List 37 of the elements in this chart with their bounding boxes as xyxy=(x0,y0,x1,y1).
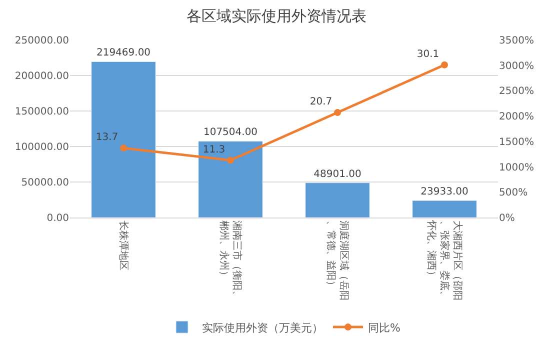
y2-tick-label: 0% xyxy=(499,213,515,224)
y2-tick-label: 2500% xyxy=(499,86,534,98)
y-tick-label: 100000.00 xyxy=(14,142,69,154)
data-label: 13.7 xyxy=(96,132,118,144)
point xyxy=(334,109,341,116)
point xyxy=(227,156,234,164)
x-tick-label: 洞庭湖区域（岳阳、常德、益阳） xyxy=(324,220,350,301)
y2-tick-label: 1500% xyxy=(499,136,534,148)
y-tick-label: 50000.00 xyxy=(21,178,69,189)
point xyxy=(441,61,448,68)
chart-title: 各区域实际使用外资情况表 xyxy=(186,6,366,25)
y2-tick-label: 3000% xyxy=(499,60,534,72)
data-label: 23933.00 xyxy=(420,186,468,198)
legend-label: 实际使用外资（万美元） xyxy=(202,321,323,334)
data-label: 107504.00 xyxy=(203,127,258,138)
bar xyxy=(305,182,370,218)
data-label: 20.7 xyxy=(310,96,332,108)
y-tick-label: 250000.00 xyxy=(14,36,69,46)
point xyxy=(120,144,127,152)
y2-tick-label: 500% xyxy=(499,188,528,199)
data-label: 11.3 xyxy=(202,144,226,156)
y-tick-label: 0.00 xyxy=(46,213,69,224)
legend-label: 同比% xyxy=(368,321,400,334)
data-label: 30.1 xyxy=(416,48,440,60)
bar xyxy=(91,61,156,218)
data-label: 48901.00 xyxy=(314,168,362,180)
bar xyxy=(412,200,477,218)
y-tick-label: 150000.00 xyxy=(14,106,69,118)
bar xyxy=(198,140,263,218)
y2-tick-label: 3500% xyxy=(499,36,534,46)
y2-tick-label: 1000% xyxy=(499,162,534,174)
y2-tick-label: 2000% xyxy=(499,112,534,123)
data-label: 219469.00 xyxy=(96,48,151,59)
x-tick-label: 湘南三市（衡阳、郴州、永州） xyxy=(218,220,243,301)
x-tick-label: 长株潭地区 xyxy=(117,220,130,271)
x-tick-label: 大湘西片区（邵阳、张家界、娄底、怀化、湘西） xyxy=(425,220,464,301)
y-tick-label: 200000.00 xyxy=(14,71,69,82)
